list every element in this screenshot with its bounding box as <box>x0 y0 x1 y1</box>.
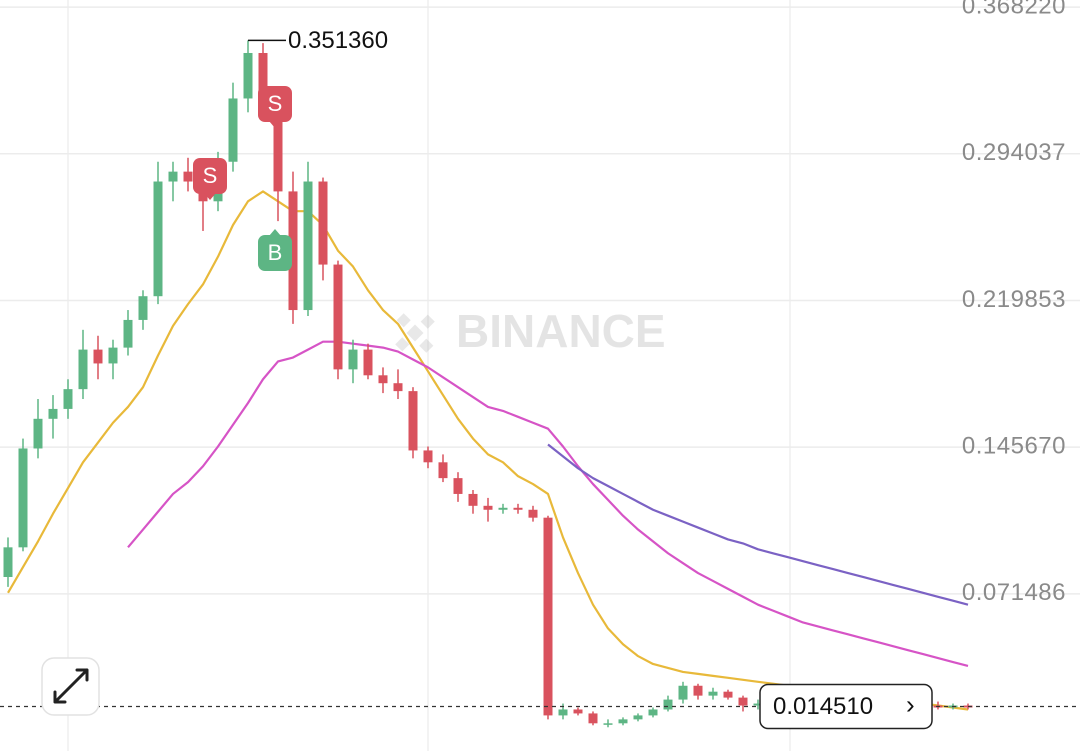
candle-body <box>303 181 313 311</box>
signal-badge <box>193 158 227 194</box>
y-tick-label: 0.145670 <box>962 432 1066 459</box>
signal-marker: B <box>258 229 292 271</box>
candle-body <box>483 505 493 510</box>
signal-pointer <box>269 229 281 236</box>
watermark-text: BINANCE <box>456 305 666 357</box>
candle-body <box>153 181 163 297</box>
candle-body <box>183 171 193 182</box>
candle-body <box>138 296 148 320</box>
signal-pointer <box>269 121 281 128</box>
watermark: BINANCE <box>395 305 666 357</box>
candle-body <box>333 264 343 370</box>
candle-body <box>738 697 748 706</box>
candle-body <box>603 723 613 725</box>
candle-body <box>318 181 328 265</box>
candle-body <box>48 408 58 419</box>
y-tick-label: 0.368220 <box>962 0 1066 19</box>
candle-body <box>123 319 133 348</box>
candle-body <box>348 349 358 370</box>
candle-body <box>408 391 418 451</box>
candle-body <box>618 719 628 724</box>
candle-body <box>63 389 73 409</box>
grid: 0.368220 0.294037 0.219853 0.145670 0.071486 <box>0 0 1080 606</box>
candle-body <box>93 349 103 364</box>
candle-body <box>693 685 703 696</box>
candle-body <box>243 52 253 99</box>
candle-body <box>663 699 673 710</box>
candle-body <box>438 462 448 479</box>
candle-body <box>168 171 178 182</box>
candle-body <box>573 709 583 714</box>
candle-body <box>108 347 118 364</box>
candle-body <box>393 383 403 392</box>
y-tick-label: 0.071486 <box>962 579 1066 606</box>
candle-body <box>363 349 373 376</box>
signal-badge <box>258 235 292 271</box>
current-price-label: 0.014510 <box>773 693 873 720</box>
signal-marker: S <box>258 86 292 128</box>
candle-body <box>588 713 598 724</box>
signal-pointer <box>204 193 216 200</box>
moving-average-line <box>7 190 969 711</box>
candle-body <box>723 691 733 698</box>
candle-body <box>423 450 433 463</box>
candle-body <box>513 507 523 510</box>
annotation-label: 0.351360 <box>288 27 388 54</box>
current-price-box[interactable] <box>759 683 933 730</box>
y-tick-label: 0.294037 <box>962 139 1066 166</box>
candle-body <box>543 517 553 716</box>
candle-body <box>648 709 658 716</box>
candle-body <box>633 715 643 720</box>
signal-badge <box>258 86 292 122</box>
candle-body <box>378 375 388 384</box>
candles <box>3 40 973 728</box>
candle-body <box>78 349 88 390</box>
y-tick-label: 0.219853 <box>962 286 1066 313</box>
candle-body <box>18 448 28 548</box>
signal-marker: S <box>193 158 227 200</box>
overlay: 0.351360 S S B 0.014510 › <box>0 27 1080 730</box>
candle-body <box>453 478 463 494</box>
candle-body <box>3 547 13 577</box>
candle-body <box>498 507 508 510</box>
signal-label: B <box>268 240 283 265</box>
candle-body <box>753 703 763 706</box>
moving-average-line <box>547 443 969 606</box>
candle-body <box>468 493 478 506</box>
candle-body <box>288 191 298 311</box>
candle-body <box>678 685 688 700</box>
candle-body <box>33 418 43 449</box>
current-price-arrow: › <box>906 689 915 719</box>
expand-button[interactable] <box>41 657 100 716</box>
moving-averages <box>7 190 969 711</box>
candle-body <box>258 52 268 103</box>
candle-body <box>273 102 283 192</box>
signal-label: S <box>268 91 283 116</box>
signal-label: S <box>203 163 218 188</box>
candle-body <box>708 691 718 696</box>
candle-body <box>558 709 568 716</box>
candle-body <box>228 98 238 162</box>
moving-average-line <box>127 340 969 668</box>
candle-body <box>528 509 538 518</box>
